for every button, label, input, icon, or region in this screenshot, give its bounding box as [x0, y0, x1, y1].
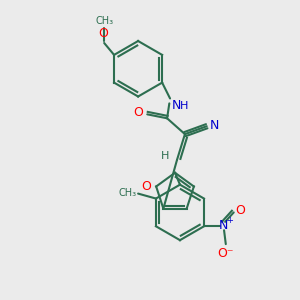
Text: O: O	[98, 27, 108, 40]
Text: N: N	[210, 119, 219, 132]
Text: O: O	[134, 106, 143, 119]
Text: N: N	[219, 219, 229, 232]
Text: CH₃: CH₃	[95, 16, 113, 26]
Text: H: H	[180, 101, 188, 112]
Text: H: H	[161, 151, 169, 161]
Text: +: +	[226, 216, 233, 225]
Text: CH₃: CH₃	[118, 188, 136, 198]
Text: O⁻: O⁻	[218, 247, 234, 260]
Text: O: O	[141, 180, 151, 193]
Text: O: O	[236, 204, 246, 217]
Text: N: N	[172, 100, 182, 112]
